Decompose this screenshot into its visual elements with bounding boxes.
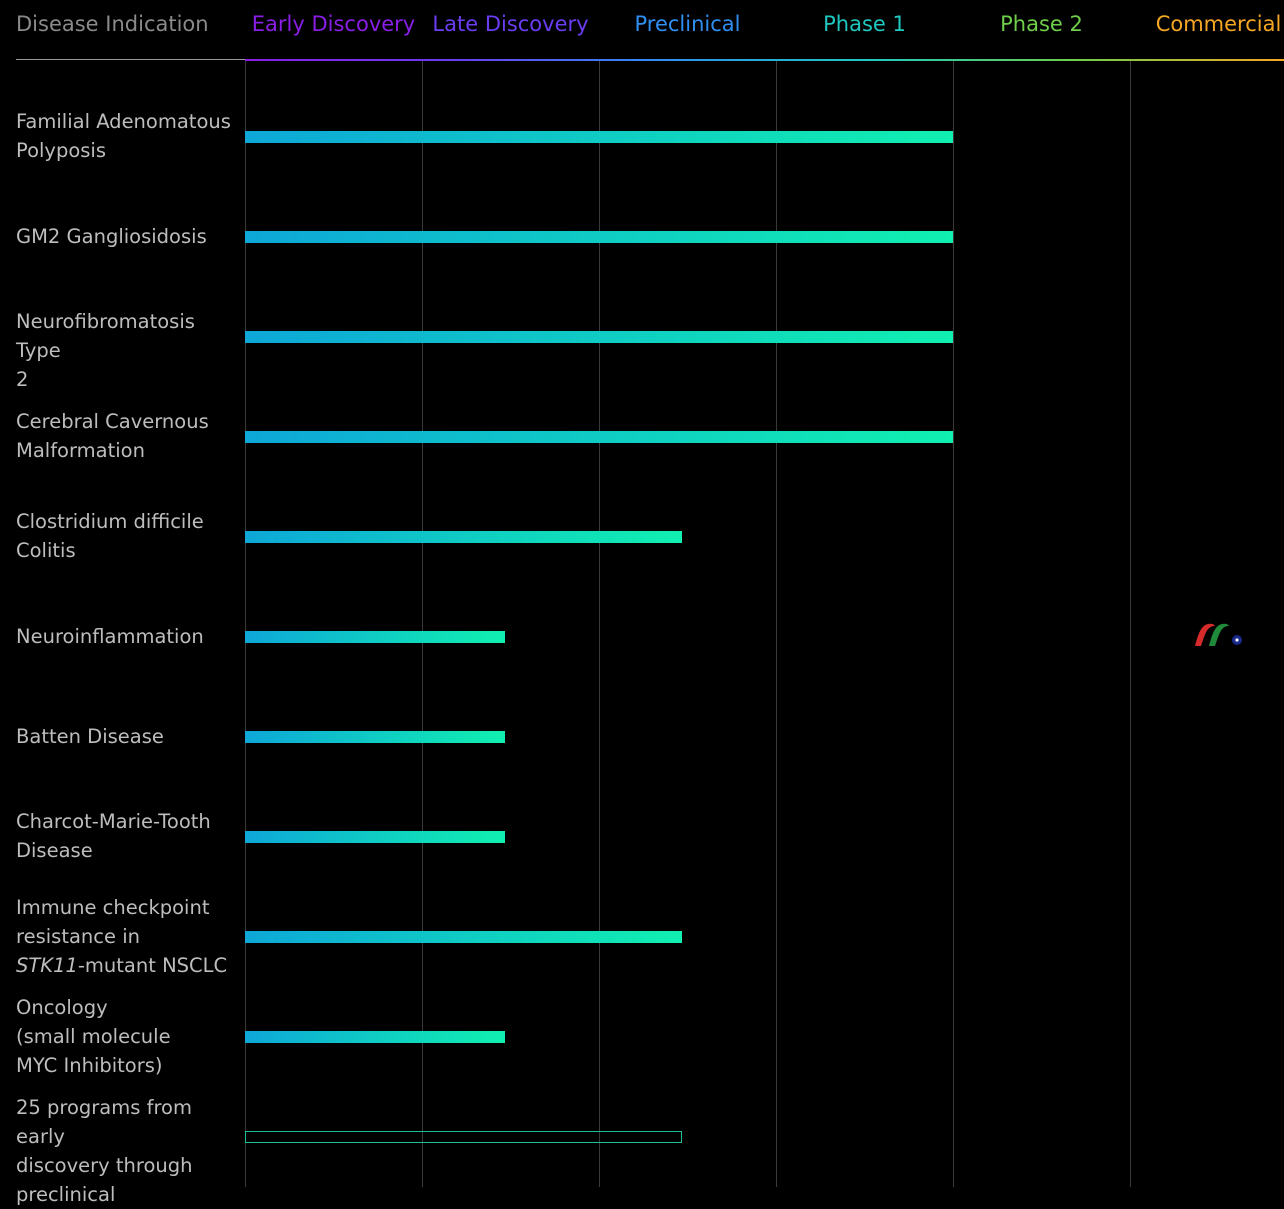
- indication-label-line: discovery through: [16, 1153, 193, 1177]
- indication-label-line: Polyposis: [16, 139, 106, 162]
- indication-label-line: Oncology: [16, 995, 108, 1019]
- pipeline-bar: [245, 631, 506, 643]
- indication-label: Clostridium difficile Colitis: [16, 507, 242, 565]
- logo-dot-star: [1235, 638, 1239, 642]
- indication-label: GM2 Gangliosidosis: [16, 222, 242, 251]
- indication-label: Familial Adenomatous Polyposis: [16, 107, 242, 165]
- indication-label-line: resistance in: [16, 924, 140, 948]
- indication-label-line: Clostridium difficile: [16, 510, 204, 533]
- stage-gridline: [245, 61, 246, 1187]
- pipeline-bar: [245, 231, 953, 243]
- stage-header-phase-1: Phase 1: [823, 12, 906, 36]
- indication-label-line: (small molecule: [16, 1024, 171, 1048]
- header-divider-colored: [245, 59, 1284, 61]
- indication-label: Immune checkpoint resistance in STK11-muta…: [16, 893, 242, 980]
- indication-label-line: preclinical: [16, 1182, 116, 1206]
- indication-label-line: Neurofibromatosis Type: [16, 310, 195, 362]
- indication-label-line: Cerebral Cavernous: [16, 410, 209, 433]
- disease-indication-header: Disease Indication: [16, 12, 209, 36]
- stage-gridline: [776, 61, 777, 1187]
- logo-green-stroke: [1209, 623, 1229, 646]
- indication-label-line: 2: [16, 368, 29, 391]
- indication-label-line: MYC Inhibitors): [16, 1053, 163, 1077]
- indication-label-line: GM2 Gangliosidosis: [16, 224, 207, 248]
- indication-label: Neurofibromatosis Type 2: [16, 307, 242, 394]
- indication-label-line: 25 programs from early: [16, 1095, 192, 1148]
- pipeline-bar: [245, 731, 506, 743]
- company-logo-icon: [1195, 623, 1242, 646]
- stage-gridline: [599, 61, 600, 1187]
- indication-label-line: Colitis: [16, 539, 76, 562]
- pipeline-bar: [245, 431, 953, 443]
- indication-label-line: Neuroinflammation: [16, 624, 204, 648]
- chart-header: Disease Indication Early Discovery Late D…: [0, 0, 1284, 61]
- pipeline-bar: [245, 531, 683, 543]
- indication-label: Neuroinflammation: [16, 622, 242, 651]
- indication-label: 25 programs from early discovery through p…: [16, 1093, 242, 1209]
- stage-gridline: [422, 61, 423, 1187]
- indication-label: Oncology (small molecule MYC Inhibitors): [16, 993, 242, 1080]
- stage-header-preclinical: Preclinical: [634, 12, 741, 36]
- indication-label: Charcot-Marie-Tooth Disease: [16, 807, 242, 865]
- stage-header-phase-2: Phase 2: [1000, 12, 1083, 36]
- indication-label-line: STK11-mutant NSCLC: [16, 953, 228, 977]
- pipeline-bar: [245, 931, 683, 943]
- indication-label: Batten Disease: [16, 722, 242, 751]
- indication-label-line: Immune checkpoint: [16, 895, 210, 919]
- pipeline-bar: [245, 1031, 506, 1043]
- logo-red-stroke: [1195, 623, 1215, 646]
- pipeline-bar: [245, 131, 953, 143]
- indication-label-line: Disease: [16, 839, 93, 862]
- stage-header-commercial: Commercial: [1155, 12, 1282, 36]
- pipeline-bar: [245, 331, 953, 343]
- stage-gridline: [1130, 61, 1131, 1187]
- indication-label: Cerebral Cavernous Malformation: [16, 407, 242, 465]
- stage-header-early-discovery: Early Discovery: [251, 12, 416, 36]
- gene-name: STK11: [16, 953, 78, 977]
- indication-label-line: Malformation: [16, 439, 145, 462]
- indication-label-line: Charcot-Marie-Tooth: [16, 810, 211, 833]
- indication-label-line: Batten Disease: [16, 724, 164, 748]
- indication-label-line: Familial Adenomatous: [16, 110, 231, 133]
- stage-gridline: [953, 61, 954, 1187]
- stage-header-late-discovery: Late Discovery: [432, 12, 589, 36]
- pipeline-bar-outline: [245, 1131, 683, 1143]
- pipeline-bar: [245, 831, 506, 843]
